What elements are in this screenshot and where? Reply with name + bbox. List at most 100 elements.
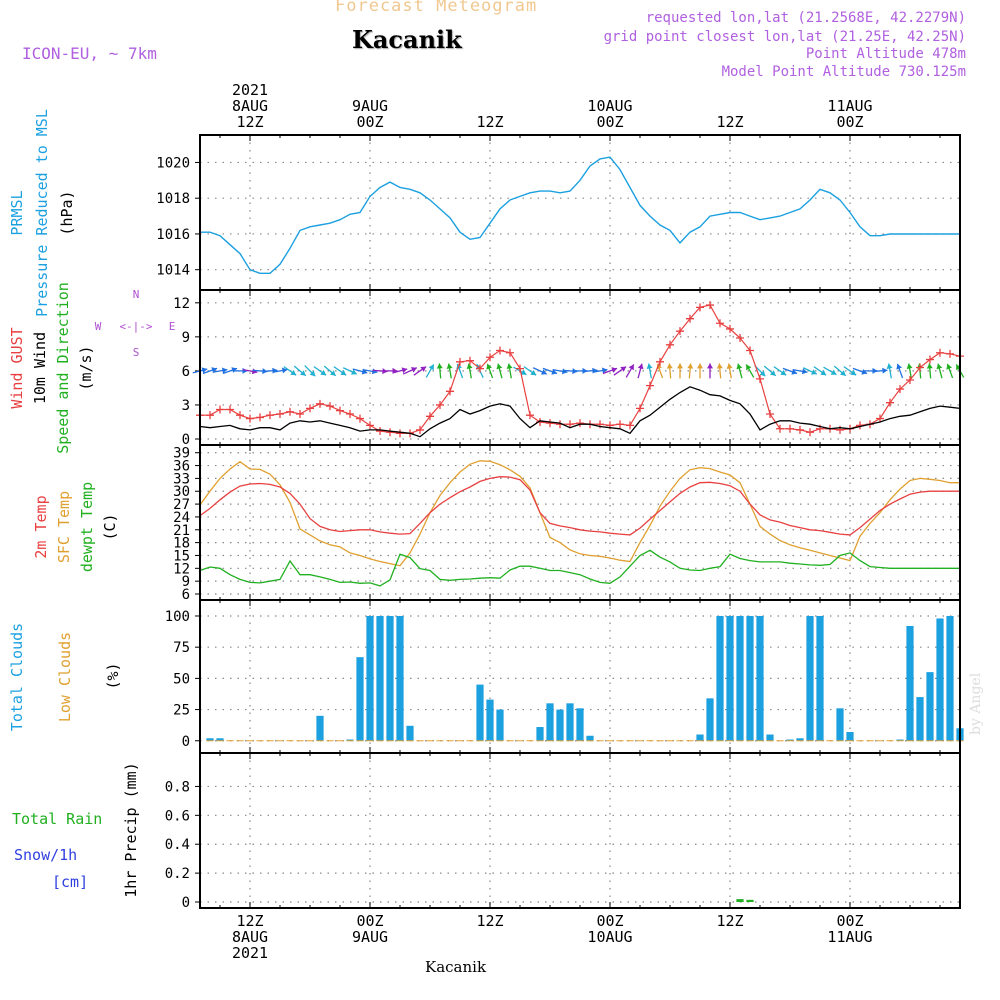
gust-marker (296, 410, 304, 419)
gust-marker (646, 381, 654, 390)
wind-direction-arrow (707, 363, 713, 379)
wind-arrow-head (886, 363, 893, 369)
wind-arrow-head (530, 369, 537, 376)
wind-direction-arrow (656, 363, 664, 379)
panel-wind: 0 3 6 9 12 (173, 290, 965, 448)
gust-marker (676, 327, 684, 336)
compass-cardinal-label: E (169, 320, 176, 333)
wind-arrow-head (551, 368, 558, 375)
gust-marker (916, 363, 924, 372)
wind-arrow-head (309, 370, 316, 377)
wind-direction-arrow (466, 363, 473, 379)
wind-axis-label: Speed and Direction (54, 282, 72, 454)
cloud-bar (906, 625, 914, 741)
wind-direction-arrow (886, 363, 893, 379)
ytick-label: 0.2 (165, 866, 190, 882)
ytick-label: 0 (182, 432, 190, 448)
ytick-label: 1018 (156, 191, 190, 207)
gust-marker (266, 411, 274, 420)
panel-precipitation: 0 0.2 0.4 0.6 0.8 (165, 753, 960, 911)
ytick-label: 27 (173, 497, 190, 513)
cloud-bar (896, 739, 904, 741)
cloud-bar (476, 684, 484, 741)
wind-direction-arrow (506, 363, 513, 379)
cloud-bar (746, 615, 754, 741)
model-label: ICON-EU, ~ 7km (22, 44, 157, 63)
compass-cardinal-label: W (95, 320, 102, 333)
rain-bar (736, 899, 744, 902)
cloud-bar (376, 615, 384, 741)
top-time-label: 00Z (596, 113, 623, 131)
model-altitude: Model Point Altitude 730.125m (721, 64, 966, 80)
cloud-bar (406, 725, 414, 741)
cloud-bar (736, 615, 744, 741)
cloud-bar (566, 703, 574, 741)
grid-point-coords: grid point closest lon,lat (21.25E, 42.2… (603, 29, 966, 45)
wind-arrow-head (936, 363, 943, 370)
gust-marker (696, 303, 704, 312)
wind-arrow-head (506, 363, 513, 369)
cloud-bar (356, 657, 364, 741)
gust-marker (456, 357, 464, 366)
wind-direction-arrow (745, 364, 755, 378)
top-time-label: 9AUG (352, 97, 388, 115)
wind-direction-arrow (272, 367, 288, 374)
wind-arrow-head (839, 370, 846, 376)
wind-arrow-head (251, 368, 258, 375)
wind-direction-arrow (782, 367, 798, 375)
wind-direction-arrow (872, 367, 888, 374)
wind-arrow-head (687, 363, 694, 369)
ytick-label: 39 (173, 446, 190, 462)
temp-axis-label: SFC Temp (55, 491, 73, 563)
wind-direction-arrow (677, 363, 683, 379)
gust-marker (366, 421, 374, 430)
point-altitude: Point Altitude 478m (805, 46, 966, 62)
wind-direction-arrow (323, 365, 337, 377)
gust-marker (896, 385, 904, 394)
wind-arrow-head (697, 363, 703, 369)
ytick-label: 12 (173, 296, 190, 312)
ytick-label: 36 (173, 459, 190, 475)
wind-direction-arrow (926, 363, 933, 379)
ytick-label: 24 (173, 510, 190, 526)
gust-marker (656, 357, 664, 366)
wind-arrow-head (736, 363, 743, 370)
gust-marker (766, 410, 774, 419)
gust-marker (506, 348, 514, 357)
bottom-time-label: 9AUG (352, 928, 388, 946)
wind-direction-arrow (736, 363, 743, 379)
cloud-bar (346, 739, 354, 741)
cloud-bar (206, 738, 214, 741)
wind-arrow-head (231, 367, 238, 373)
cloud-bar (546, 703, 554, 741)
top-time-label: 10AUG (587, 97, 632, 115)
wind-arrow-head (716, 363, 723, 369)
cloud-bar (936, 618, 944, 741)
bottom-time-label: 11AUG (827, 928, 872, 946)
gust-marker (436, 400, 444, 409)
pressure-axis-label: Pressure Reduced to MSL (33, 109, 51, 317)
bottom-time-label: 10AUG (587, 928, 632, 946)
cloud-bar (216, 738, 224, 741)
rain-bar (746, 899, 754, 902)
bottom-time-label: 12Z (476, 912, 503, 930)
gust-marker (686, 314, 694, 323)
ytick-label: 50 (173, 671, 190, 687)
gust-marker (926, 355, 934, 364)
gust-marker (446, 387, 454, 396)
cloud-bar (716, 615, 724, 741)
wind-axis-label: 10m Wind (31, 332, 49, 404)
wind-arrow-head (428, 364, 434, 371)
pressure-axis-label: PRMSL (8, 190, 26, 235)
wind-arrow-head (769, 370, 776, 376)
wind-direction-arrow (833, 365, 847, 377)
wind-direction-arrow (773, 366, 787, 376)
wind-arrow-head (601, 367, 608, 374)
gust-marker (706, 301, 714, 310)
ytick-label: 9 (182, 330, 190, 346)
wind-direction-arrow (402, 367, 418, 375)
credit-watermark: by Angel (968, 672, 984, 735)
precip-legend-label: Snow/1h (14, 846, 77, 864)
cloud-bar (806, 615, 814, 741)
